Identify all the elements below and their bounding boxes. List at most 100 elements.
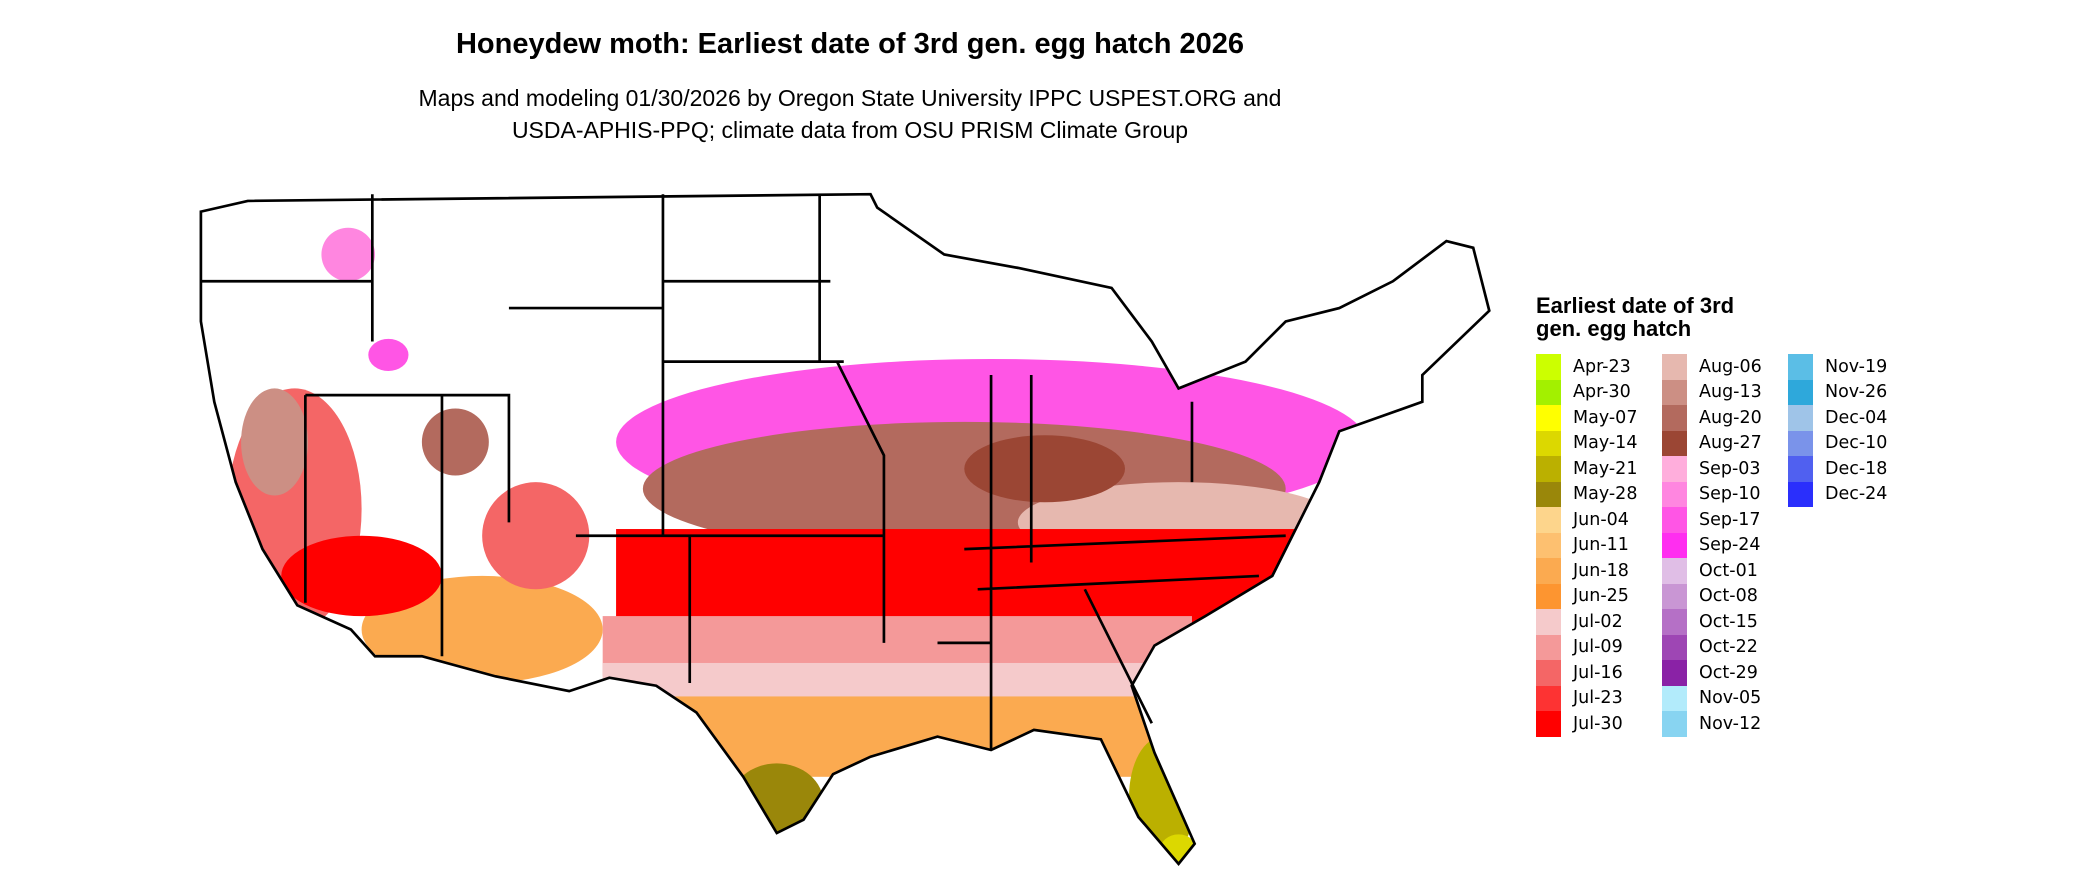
legend-swatch <box>1662 609 1687 635</box>
legend-label: Dec-10 <box>1825 433 1888 454</box>
legend-item: Jun-18 <box>1536 558 1662 584</box>
legend-swatch <box>1662 660 1687 686</box>
legend-swatch <box>1788 430 1813 456</box>
legend-swatch <box>1788 354 1813 380</box>
legend-label: Nov-19 <box>1825 356 1888 377</box>
legend-item: Oct-15 <box>1662 609 1788 635</box>
legend-swatch <box>1662 354 1687 380</box>
legend-title: Earliest date of 3rd gen. egg hatch <box>1536 293 1735 341</box>
legend-item: Sep-17 <box>1662 507 1788 533</box>
legend-label: Jul-30 <box>1573 713 1623 734</box>
legend-item: Oct-08 <box>1662 583 1788 609</box>
legend-swatch <box>1662 481 1687 507</box>
legend-swatch <box>1662 507 1687 533</box>
legend-swatch <box>1662 634 1687 660</box>
legend-swatch <box>1662 456 1687 482</box>
legend-swatch <box>1536 456 1561 482</box>
legend-swatch <box>1662 711 1687 737</box>
legend-item: Sep-03 <box>1662 456 1788 482</box>
legend-item: Jun-11 <box>1536 532 1662 558</box>
legend-label: Aug-27 <box>1699 433 1762 454</box>
legend-item: Nov-19 <box>1788 354 1914 380</box>
legend-label: Oct-15 <box>1699 611 1758 632</box>
legend-item: Aug-20 <box>1662 405 1788 431</box>
legend-column: Nov-19 Nov-26 Dec-04 Dec-10 Dec-18 Dec-24 <box>1788 354 1914 737</box>
legend-label: May-28 <box>1573 484 1638 505</box>
legend-item: Jul-09 <box>1536 634 1662 660</box>
legend: Earliest date of 3rd gen. egg hatch Apr-… <box>1536 294 1914 737</box>
legend-swatch <box>1536 609 1561 635</box>
legend-label: Dec-18 <box>1825 458 1888 479</box>
legend-label: Nov-12 <box>1699 713 1762 734</box>
legend-item: Nov-05 <box>1662 685 1788 711</box>
legend-label: Jun-11 <box>1573 535 1629 556</box>
legend-label: Jun-25 <box>1573 586 1629 607</box>
legend-label: Aug-13 <box>1699 382 1762 403</box>
legend-label: Jul-23 <box>1573 688 1623 709</box>
legend-swatch <box>1536 354 1561 380</box>
legend-label: Nov-26 <box>1825 382 1888 403</box>
legend-swatch <box>1536 430 1561 456</box>
legend-item: May-14 <box>1536 430 1662 456</box>
legend-item: Oct-01 <box>1662 558 1788 584</box>
legend-swatch <box>1662 558 1687 584</box>
legend-item: Nov-12 <box>1662 711 1788 737</box>
legend-label: Jun-04 <box>1573 509 1629 530</box>
legend-item: Apr-23 <box>1536 354 1662 380</box>
legend-item: Aug-06 <box>1662 354 1788 380</box>
legend-swatch <box>1662 583 1687 609</box>
legend-label: May-07 <box>1573 407 1638 428</box>
legend-label: Nov-05 <box>1699 688 1762 709</box>
legend-swatch <box>1788 405 1813 431</box>
legend-swatch <box>1536 481 1561 507</box>
legend-label: Sep-24 <box>1699 535 1761 556</box>
legend-item: Dec-18 <box>1788 456 1914 482</box>
legend-label: Jun-18 <box>1573 560 1629 581</box>
legend-label: Aug-20 <box>1699 407 1762 428</box>
legend-label: Dec-24 <box>1825 484 1888 505</box>
map-subtitle-line-2: USDA-APHIS-PPQ; climate data from OSU PR… <box>511 117 1189 143</box>
legend-item: Dec-24 <box>1788 481 1914 507</box>
legend-item: Nov-26 <box>1788 379 1914 405</box>
legend-swatch <box>1662 379 1687 405</box>
legend-label: Oct-29 <box>1699 662 1758 683</box>
legend-item: Sep-10 <box>1662 481 1788 507</box>
legend-swatch <box>1662 685 1687 711</box>
legend-label: May-21 <box>1573 458 1638 479</box>
legend-column: Apr-23 Apr-30 May-07 May-14 May-21 May-28 Jun-… <box>1536 354 1662 737</box>
legend-item: Oct-29 <box>1662 660 1788 686</box>
legend-column: Aug-06 Aug-13 Aug-20 Aug-27 Sep-03 Sep-10 Sep-… <box>1662 354 1788 737</box>
legend-swatch <box>1536 660 1561 686</box>
legend-item: Sep-24 <box>1662 532 1788 558</box>
legend-label: Dec-04 <box>1825 407 1888 428</box>
legend-swatch <box>1536 711 1561 737</box>
legend-item: Jun-25 <box>1536 583 1662 609</box>
legend-swatch <box>1662 532 1687 558</box>
legend-item: May-21 <box>1536 456 1662 482</box>
legend-item: Dec-10 <box>1788 430 1914 456</box>
legend-swatch <box>1788 481 1813 507</box>
legend-label: Apr-23 <box>1573 356 1631 377</box>
legend-label: Jul-02 <box>1573 611 1623 632</box>
state-boundaries <box>199 192 1491 866</box>
legend-label: Oct-22 <box>1699 637 1758 658</box>
legend-item: Jul-23 <box>1536 685 1662 711</box>
legend-swatch <box>1536 583 1561 609</box>
legend-label: Apr-30 <box>1573 382 1631 403</box>
legend-swatch <box>1536 685 1561 711</box>
map-subtitle-line-1: Maps and modeling 01/30/2026 by Oregon S… <box>418 85 1282 111</box>
legend-swatch <box>1536 507 1561 533</box>
map-title: Honeydew moth: Earliest date of 3rd gen.… <box>455 28 1244 60</box>
legend-swatch <box>1788 456 1813 482</box>
legend-label: Oct-08 <box>1699 586 1758 607</box>
legend-swatch <box>1662 405 1687 431</box>
legend-swatch <box>1788 379 1813 405</box>
legend-label: May-14 <box>1573 433 1638 454</box>
legend-item: Jul-16 <box>1536 660 1662 686</box>
legend-item: Oct-22 <box>1662 634 1788 660</box>
legend-item: Jun-04 <box>1536 507 1662 533</box>
legend-label: Jul-16 <box>1573 662 1623 683</box>
legend-label: Sep-10 <box>1699 484 1761 505</box>
